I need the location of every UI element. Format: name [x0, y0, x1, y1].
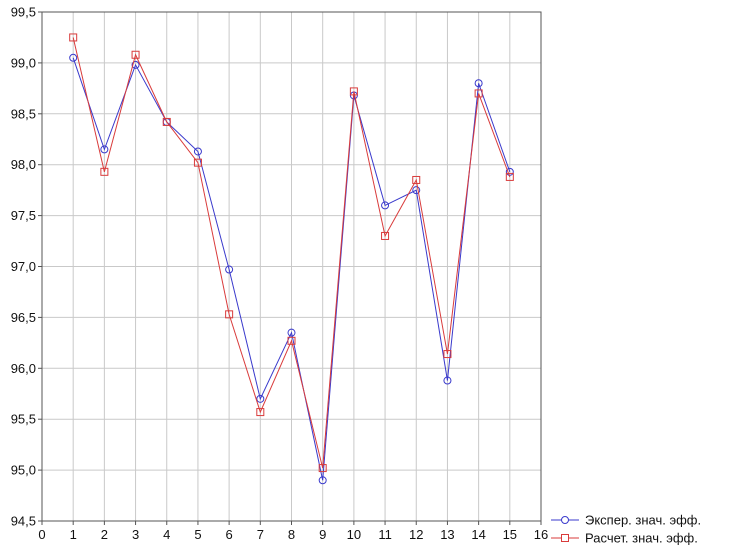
x-tick-label: 3: [132, 527, 139, 542]
data-point-circle: [412, 186, 421, 195]
data-point-circle: [287, 328, 296, 337]
y-tick-label: 99,0: [11, 55, 36, 70]
series-line: [72, 37, 511, 469]
x-tick-label: 6: [226, 527, 233, 542]
data-point-square: [225, 310, 234, 319]
data-point-circle: [225, 265, 234, 274]
data-point-square: [100, 167, 109, 176]
data-point-square: [69, 33, 78, 42]
x-tick-label: 9: [319, 527, 326, 542]
series-experimental: [69, 53, 514, 485]
legend-item-experimental: Экспер. знач. эфф.: [551, 513, 701, 528]
y-tick-label: 96,0: [11, 361, 36, 376]
data-point-circle: [256, 394, 265, 403]
y-tick-label: 95,5: [11, 412, 36, 427]
data-point-circle: [131, 60, 140, 69]
y-tick-label: 97,0: [11, 259, 36, 274]
x-tick-label: 8: [288, 527, 295, 542]
x-tick-label: 10: [347, 527, 361, 542]
data-point-square: [381, 231, 390, 240]
x-tick-label: 2: [101, 527, 108, 542]
legend-item-calculated: Расчет. знач. эфф.: [551, 531, 698, 546]
legend-label-calculated: Расчет. знач. эфф.: [585, 531, 698, 546]
x-tick-label: 12: [409, 527, 423, 542]
y-tick-label: 98,0: [11, 157, 36, 172]
legend-marker-circle: [561, 516, 569, 524]
x-tick-label: 7: [257, 527, 264, 542]
data-point-square: [287, 336, 296, 345]
legend-label-experimental: Экспер. знач. эфф.: [585, 513, 701, 528]
grid: [42, 12, 541, 521]
data-point-square: [193, 158, 202, 167]
y-axis-ticks: 94,5 95,0 95,5 96,0 96,5 97,0 97,5 98,0 98,5 99,0…: [11, 5, 42, 529]
data-point-square: [474, 89, 483, 98]
data-point-circle: [474, 79, 483, 88]
data-point-square: [412, 175, 421, 184]
series: [69, 33, 514, 485]
data-point-square: [256, 408, 265, 417]
legend-marker-square: [561, 534, 569, 542]
x-tick-label: 13: [440, 527, 454, 542]
data-point-square: [349, 87, 358, 96]
data-point-circle: [443, 376, 452, 385]
x-tick-label: 15: [503, 527, 517, 542]
data-point-square: [162, 117, 171, 126]
x-tick-label: 11: [378, 527, 392, 542]
series-line: [72, 57, 511, 481]
y-tick-label: 94,5: [11, 514, 36, 529]
x-tick-label: 14: [471, 527, 485, 542]
data-point-circle: [318, 476, 327, 485]
y-tick-label: 98,5: [11, 106, 36, 121]
data-point-square: [318, 464, 327, 473]
x-axis-ticks: 0 1 2 3 4 5 6 7 8 9 10 11 12 13 14 15 16: [38, 521, 548, 542]
data-point-square: [131, 50, 140, 59]
y-tick-label: 97,5: [11, 208, 36, 223]
series-calculated: [69, 33, 514, 473]
data-point-circle: [505, 167, 514, 176]
data-point-circle: [381, 201, 390, 210]
x-tick-label: 16: [534, 527, 548, 542]
data-point-circle: [69, 53, 78, 62]
data-point-square: [505, 172, 514, 181]
y-tick-label: 99,5: [11, 5, 36, 20]
legend: Экспер. знач. эфф. Расчет. знач. эфф.: [551, 513, 701, 546]
data-point-circle: [100, 145, 109, 154]
data-point-square: [443, 350, 452, 359]
data-point-circle: [193, 147, 202, 156]
y-tick-label: 95,0: [11, 463, 36, 478]
x-tick-label: 1: [70, 527, 77, 542]
x-tick-label: 0: [38, 527, 45, 542]
y-tick-label: 96,5: [11, 310, 36, 325]
x-tick-label: 5: [194, 527, 201, 542]
x-tick-label: 4: [163, 527, 170, 542]
